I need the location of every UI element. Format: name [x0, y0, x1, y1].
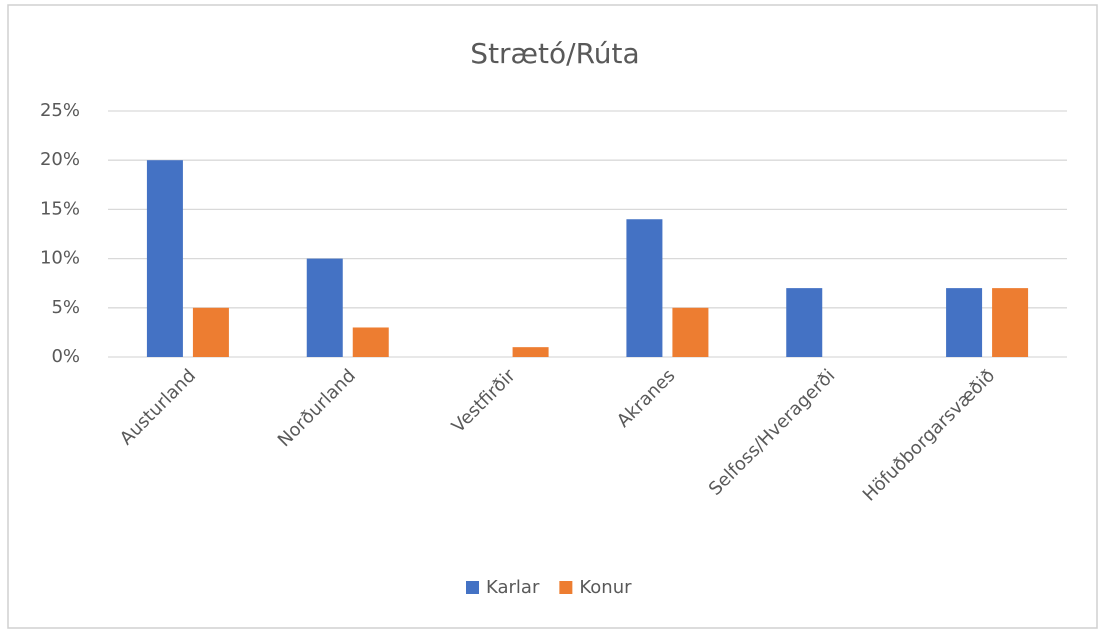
legend-swatch — [559, 581, 573, 594]
chart-title: Strætó/Rúta — [470, 37, 639, 70]
legend-swatch — [466, 581, 479, 594]
bar — [306, 258, 343, 357]
bar — [192, 307, 229, 357]
y-tick-label: 5% — [51, 297, 80, 318]
y-tick-label: 15% — [40, 198, 80, 219]
y-tick-label: 0% — [51, 346, 80, 367]
legend-label: Karlar — [486, 577, 540, 598]
y-tick-label: 10% — [40, 248, 80, 269]
bar — [512, 347, 549, 357]
bar — [946, 288, 983, 357]
bar — [672, 307, 709, 357]
y-tick-label: 20% — [40, 149, 80, 170]
bar — [992, 288, 1029, 357]
bar — [786, 288, 823, 357]
y-tick-label: 25% — [40, 100, 80, 121]
bar — [146, 160, 183, 357]
bar — [352, 327, 389, 357]
chart-border — [7, 4, 1098, 629]
bar — [626, 219, 663, 357]
legend-label: Konur — [579, 577, 632, 598]
